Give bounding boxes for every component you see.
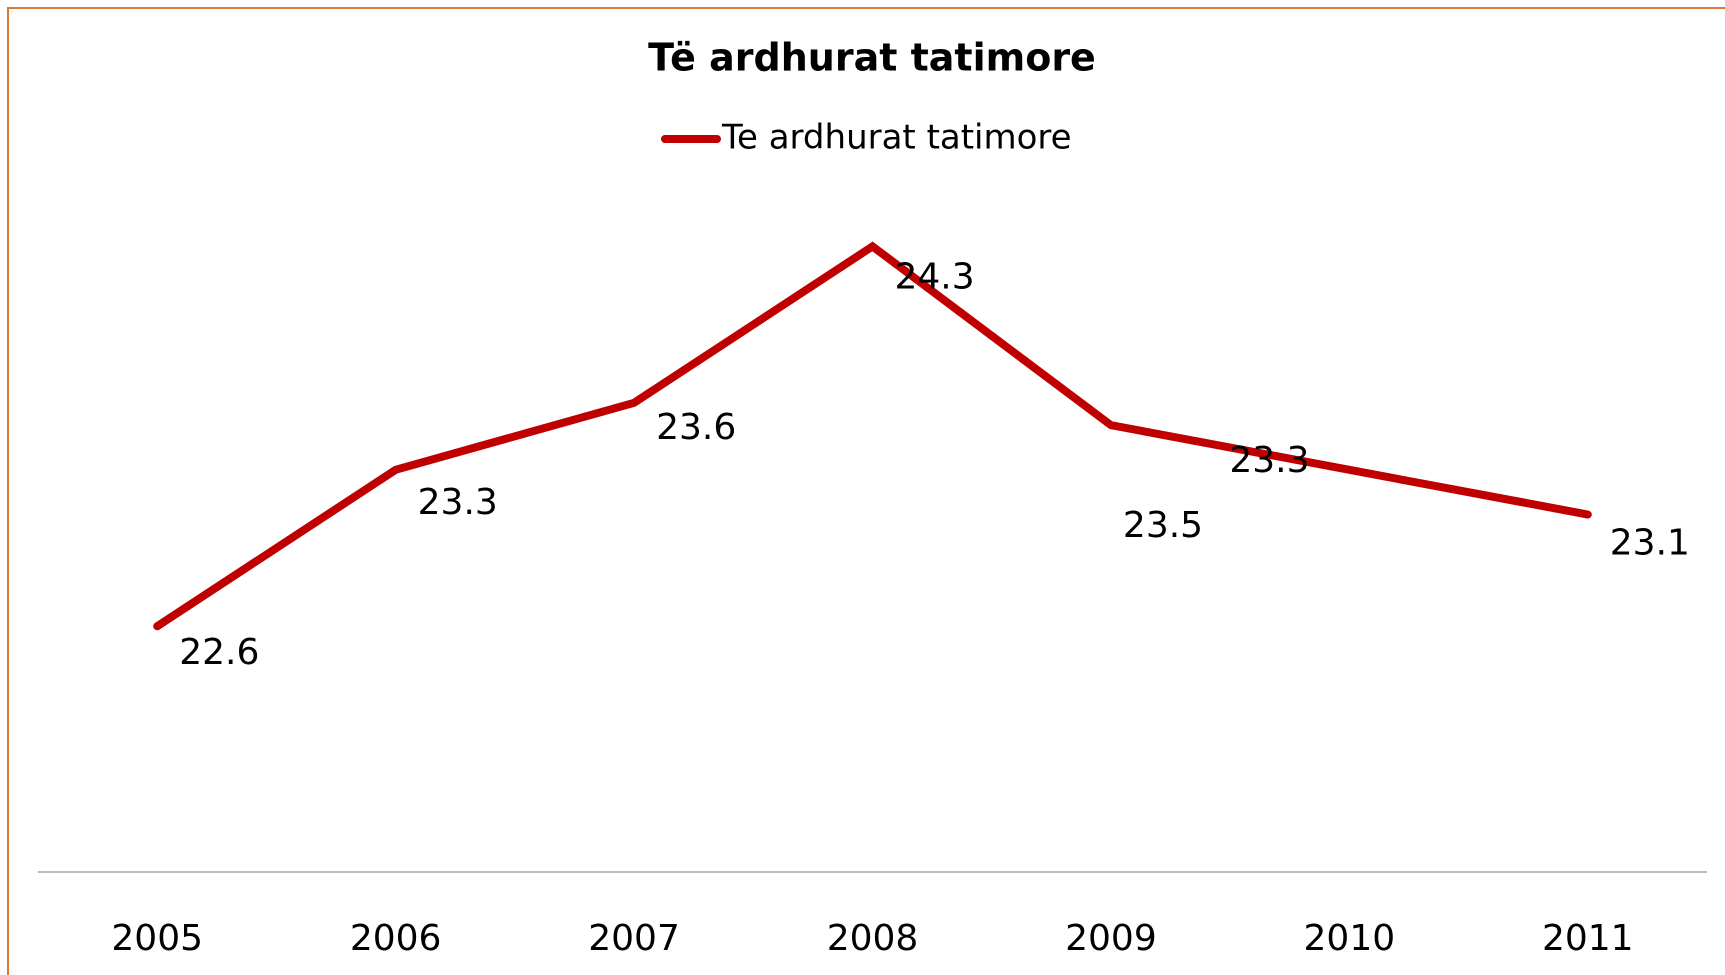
chart-title: Të ardhurat tatimore (648, 36, 1096, 80)
data-label: 23.5 (1123, 505, 1203, 546)
data-label: 23.6 (656, 407, 736, 448)
x-tick-label: 2011 (1542, 918, 1634, 959)
data-label: 24.3 (895, 256, 975, 297)
x-tick-label: 2007 (588, 918, 680, 959)
data-line (153, 241, 1592, 631)
legend-label: Te ardhurat tatimore (721, 118, 1072, 158)
x-tick-label: 2005 (111, 918, 203, 959)
x-tick-label: 2008 (827, 918, 919, 959)
chart-frame (7, 7, 1725, 975)
data-label: 23.3 (1229, 440, 1309, 481)
x-tick-label: 2009 (1065, 918, 1157, 959)
data-label: 22.6 (179, 632, 259, 673)
x-tick-label: 2010 (1304, 918, 1396, 959)
data-label: 23.1 (1610, 523, 1690, 564)
data-label: 23.3 (418, 482, 498, 523)
x-tick-label: 2006 (350, 918, 442, 959)
